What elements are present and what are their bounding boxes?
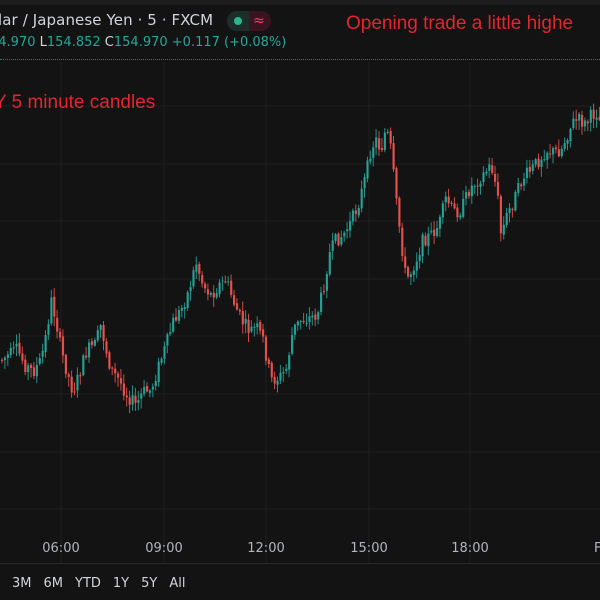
time-tick-label: 09:00 — [145, 541, 183, 556]
range-1y-button[interactable]: 1Y — [112, 576, 130, 591]
time-tick-label: 12:00 — [247, 541, 285, 556]
time-tick-label: 06:00 — [42, 541, 80, 556]
time-tick-label: 15:00 — [350, 541, 388, 556]
wave-icon: ≈ — [253, 13, 265, 29]
candlestick-chart[interactable] — [0, 0, 600, 563]
time-tick-label: 18:00 — [451, 541, 489, 556]
close-value: 154.970 — [113, 35, 168, 50]
axis-divider — [0, 563, 600, 564]
top-border — [0, 0, 600, 5]
symbol-title[interactable]: lar / Japanese Yen · 5 · FXCM — [0, 11, 214, 29]
market-open-dot-icon — [234, 17, 242, 25]
low-value: 154.852 — [46, 35, 101, 50]
annotation-candles-label: Y 5 minute candles — [0, 92, 156, 113]
date-range-bar: 3M 6M YTD 1Y 5Y All — [12, 576, 197, 591]
range-5y-button[interactable]: 5Y — [141, 576, 158, 591]
open-value: 54.970 — [0, 35, 36, 50]
low-label: L — [39, 35, 47, 50]
close-label: C — [104, 35, 114, 50]
change-value: +0.117 (+0.08%) — [171, 35, 287, 50]
status-pill[interactable]: ≈ — [227, 11, 271, 31]
range-6m-button[interactable]: 6M — [43, 576, 64, 591]
ohlc-values: 54.970 L154.852 C154.970 +0.117 (+0.08%) — [0, 35, 286, 50]
range-3m-button[interactable]: 3M — [12, 576, 32, 591]
time-tick-label: F — [594, 541, 600, 556]
annotation-opening-trade: Opening trade a little highe — [346, 13, 574, 34]
current-price-line — [0, 59, 600, 60]
grid-lines — [0, 62, 600, 563]
range-all-button[interactable]: All — [169, 576, 186, 591]
candles — [1, 103, 600, 414]
range-ytd-button[interactable]: YTD — [75, 576, 101, 591]
